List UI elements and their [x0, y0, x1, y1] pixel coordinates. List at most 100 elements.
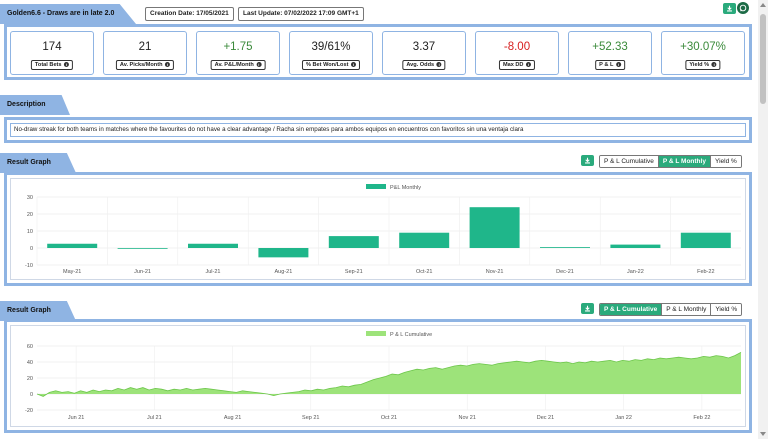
y-tick-label: 30: [27, 195, 33, 201]
legend-swatch: [366, 184, 386, 189]
stat-label-text: Total Bets: [34, 62, 62, 68]
stat-label-text: Av. Picks/Month: [119, 62, 163, 68]
x-tick-label: Sep 21: [302, 415, 319, 421]
stat-avg-odds: 3.37 Avg. Odds i: [382, 31, 466, 75]
bar-Oct-21: [399, 232, 450, 248]
stat-label[interactable]: Av. Picks/Month i: [115, 60, 175, 70]
y-tick-label: 60: [27, 344, 33, 350]
scroll-down-icon[interactable]: [760, 432, 766, 436]
whatsapp-button[interactable]: [737, 2, 749, 14]
tab-yield[interactable]: Yield %: [711, 304, 742, 315]
stat-label[interactable]: Avg. Odds i: [402, 60, 446, 70]
x-tick-label: Jun-21: [134, 269, 151, 275]
stat-label[interactable]: P & L i: [595, 60, 625, 70]
stat-label[interactable]: Av. P&L/Month i: [210, 60, 266, 70]
x-tick-label: Feb-22: [697, 269, 714, 275]
graph-2-download-button[interactable]: [581, 303, 594, 314]
download-icon: [585, 157, 590, 164]
x-tick-label: Aug-21: [275, 269, 293, 275]
graph-2-panel: 60 40 20 0 -20 P & L Cumulative Jun 21 Jul 21 Au…: [4, 319, 752, 433]
graph-1-tabs: P & L Cumulative P & L Monthly Yield %: [599, 155, 742, 168]
scroll-up-icon[interactable]: [760, 3, 766, 7]
stats-panel: 174 Total Bets i 21 Av. Picks/Month i +1…: [4, 24, 752, 80]
info-icon[interactable]: i: [256, 62, 262, 68]
bar-Jan-22: [610, 244, 661, 248]
tab-pl-monthly[interactable]: P & L Monthly: [658, 156, 711, 167]
stat-label[interactable]: % Bet Won/Lost i: [301, 60, 361, 70]
x-tick-label: Feb 22: [693, 415, 710, 421]
bar-Sep-21: [328, 236, 379, 248]
cumulative-pl-chart: 60 40 20 0 -20 P & L Cumulative Jun 21 Jul 21 Au…: [25, 331, 742, 421]
page-scrollbar[interactable]: [758, 0, 768, 439]
line-pl-cumulative: [36, 352, 742, 397]
tab-pl-cumulative[interactable]: P & L Cumulative: [600, 156, 659, 167]
info-icon[interactable]: i: [165, 62, 171, 68]
info-icon[interactable]: i: [711, 62, 717, 68]
description-title: Description: [0, 95, 70, 115]
bar-Aug-21: [258, 248, 309, 258]
y-tick-label: -20: [25, 408, 33, 414]
legend-label: P&L Monthly: [390, 185, 421, 191]
stat-value: 39/61%: [311, 41, 351, 53]
stat-label[interactable]: Max DD i: [498, 60, 536, 70]
info-icon[interactable]: i: [615, 62, 621, 68]
graph-2-tabs: P & L Cumulative P & L Monthly Yield %: [599, 303, 743, 316]
stat-avg-picks-month: 21 Av. Picks/Month i: [103, 31, 187, 75]
y-tick-label: 20: [27, 212, 33, 218]
x-tick-label: Nov-21: [486, 269, 504, 275]
info-icon[interactable]: i: [351, 62, 357, 68]
stat-label[interactable]: Yield % i: [685, 60, 721, 70]
bar-Nov-21: [469, 207, 520, 248]
x-tick-label: Dec 21: [537, 415, 554, 421]
stat-total-bets: 174 Total Bets i: [10, 31, 94, 75]
monthly-pl-chart: 30 20 10 0 -10 P&L Monthly May-21 Jun-21 Jul-21 A…: [25, 184, 741, 275]
info-icon[interactable]: i: [526, 62, 532, 68]
download-button[interactable]: [723, 3, 736, 14]
stat-label-text: Max DD: [502, 62, 524, 68]
stat-value: +1.75: [223, 41, 253, 53]
y-tick-label: 0: [30, 392, 33, 398]
graph-1-download-button[interactable]: [581, 155, 594, 166]
stat-value: +30.07%: [680, 41, 726, 53]
x-tick-label: Nov 21: [459, 415, 476, 421]
stat-label-text: P & L: [599, 62, 614, 68]
y-tick-label: 0: [30, 246, 33, 252]
stat-label[interactable]: Total Bets i: [30, 60, 74, 70]
strategy-title: Golden6.6 - Draws are in late 2.0: [0, 4, 136, 24]
x-tick-label: Oct-21: [416, 269, 433, 275]
bar-Dec-21: [540, 247, 590, 248]
tab-yield[interactable]: Yield %: [710, 156, 741, 167]
bar-Feb-22: [680, 232, 731, 248]
x-tick-label: Aug 21: [224, 415, 241, 421]
stat-value: 3.37: [412, 41, 436, 53]
y-tick-label: 20: [27, 376, 33, 382]
legend-label: P & L Cumulative: [390, 332, 432, 338]
tab-pl-cumulative[interactable]: P & L Cumulative: [600, 304, 663, 315]
tab-pl-monthly[interactable]: P & L Monthly: [662, 304, 712, 315]
whatsapp-icon: [739, 4, 747, 12]
graph-1-panel: 30 20 10 0 -10 P&L Monthly May-21 Jun-21 Jul-21 A…: [4, 172, 752, 286]
stat-label-text: Yield %: [689, 62, 710, 68]
stat-value: 174: [42, 41, 62, 53]
stat-value: 21: [138, 41, 152, 53]
last-update-badge: Last Update: 07/02/2022 17:09 GMT+1: [238, 7, 364, 21]
stat-label-text: Avg. Odds: [406, 62, 435, 68]
x-tick-label: Jul-21: [206, 269, 221, 275]
stat-value: -8.00: [503, 41, 531, 53]
description-panel: No-draw streak for both teams in matches…: [4, 117, 752, 143]
download-icon: [727, 5, 732, 12]
stat-value: +52.33: [592, 41, 628, 53]
info-icon[interactable]: i: [64, 62, 70, 68]
download-icon: [585, 305, 590, 312]
graph-2-canvas: 60 40 20 0 -20 P & L Cumulative Jun 21 Jul 21 Au…: [10, 325, 746, 427]
stat-yield: +30.07% Yield % i: [661, 31, 745, 75]
stat-avg-pl-month: +1.75 Av. P&L/Month i: [196, 31, 280, 75]
x-tick-label: Jan-22: [627, 269, 644, 275]
description-text: No-draw streak for both teams in matches…: [10, 123, 746, 137]
stat-pl: +52.33 P & L i: [568, 31, 652, 75]
info-icon[interactable]: i: [436, 62, 442, 68]
x-tick-label: Oct 21: [381, 415, 397, 421]
stat-label-text: Av. P&L/Month: [214, 62, 254, 68]
scrollbar-thumb[interactable]: [760, 14, 766, 104]
x-tick-label: Jul 21: [147, 415, 162, 421]
